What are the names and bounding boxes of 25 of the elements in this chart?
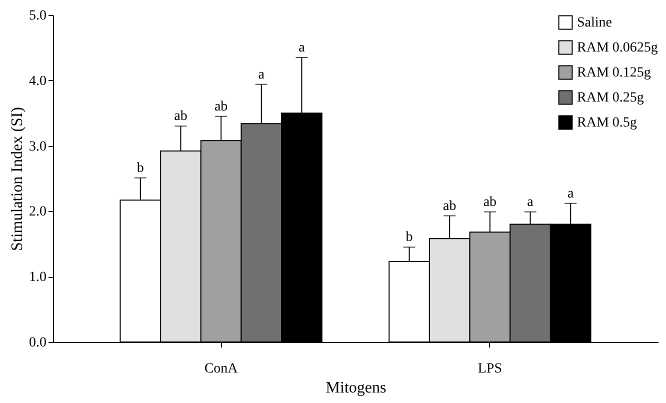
- y-tick-label: 1.0: [29, 270, 46, 286]
- annotation: ab: [214, 99, 228, 114]
- y-tick-label: 4.0: [29, 74, 46, 89]
- legend-label: RAM 0.5g: [577, 116, 637, 130]
- legend-label: RAM 0.125g: [577, 66, 651, 80]
- x-tick-label: LPS: [478, 362, 502, 376]
- legend-label: RAM 0.0625g: [577, 40, 658, 56]
- annotation: a: [568, 186, 574, 202]
- y-axis-title: Stimulation Index (SI): [9, 107, 26, 251]
- annotation: ab: [443, 198, 456, 214]
- annotation: a: [258, 67, 266, 82]
- annotation: a: [298, 40, 306, 56]
- y-tick-label: 2.0: [29, 204, 46, 220]
- annotation: ab: [174, 109, 188, 124]
- x-tick-label: ConA: [204, 362, 239, 376]
- legend-label: RAM 0.25g: [577, 90, 644, 106]
- annotation: a: [527, 194, 534, 210]
- y-tick-label: 3.0: [29, 139, 46, 154]
- annotation: ab: [483, 194, 497, 210]
- x-axis-title: Mitogens: [326, 380, 386, 396]
- annotation: b: [136, 160, 144, 176]
- y-tick-label: 0.0: [29, 336, 46, 350]
- legend-label: Saline: [577, 16, 612, 30]
- y-tick-label: 5.0: [29, 8, 46, 24]
- annotation: b: [406, 230, 413, 246]
